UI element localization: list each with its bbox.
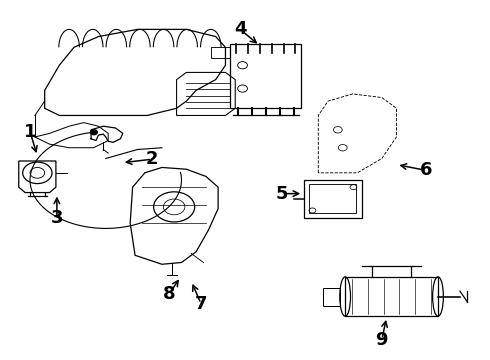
Text: 4: 4	[234, 21, 246, 39]
Text: 3: 3	[50, 209, 63, 227]
Text: 5: 5	[275, 185, 288, 203]
Circle shape	[91, 130, 98, 135]
Text: 9: 9	[375, 330, 388, 348]
Text: 7: 7	[195, 295, 207, 313]
Text: 8: 8	[163, 285, 175, 303]
Text: 6: 6	[419, 161, 432, 179]
Text: 1: 1	[24, 123, 36, 141]
Text: 2: 2	[146, 150, 158, 168]
